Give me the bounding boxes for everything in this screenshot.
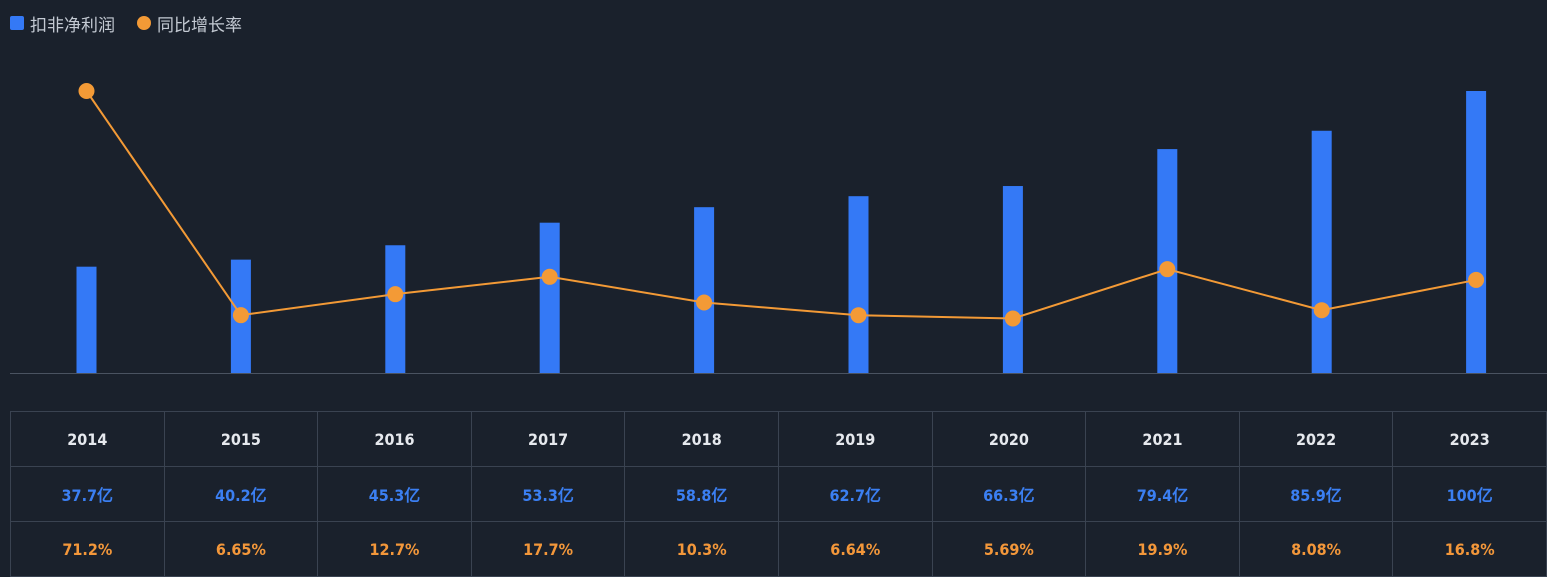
year-row: 2014 2015 2016 2017 2018 2019 2020 2021 2022 2023 bbox=[10, 411, 1547, 467]
growth-rate-cell-2015: 6.65% bbox=[163, 521, 319, 577]
growth-rate-cell-2018: 10.3% bbox=[624, 521, 779, 577]
bar-2023[interactable] bbox=[1466, 91, 1487, 373]
growth-rate-row: 71.2% 6.65% 12.7% 17.7% 10.3% 6.64% 5.69% 19.9%… bbox=[10, 521, 1547, 577]
net-profit-cell-2017: 53.3亿 bbox=[470, 466, 626, 522]
growth-point-2020[interactable] bbox=[1004, 310, 1021, 327]
growth-point-2016[interactable] bbox=[387, 286, 404, 303]
year-cell-2019: 2019 bbox=[777, 411, 933, 467]
bar-2020[interactable] bbox=[1002, 186, 1023, 373]
net-profit-row: 37.7亿 40.2亿 45.3亿 53.3亿 58.8亿 62.7亿 66.3亿 79.4亿… bbox=[10, 466, 1547, 522]
chart-area bbox=[10, 83, 1547, 374]
net-profit-cell-2014: 37.7亿 bbox=[10, 466, 165, 522]
year-cell-2022: 2022 bbox=[1238, 411, 1394, 467]
data-table: 2014 2015 2016 2017 2018 2019 2020 2021 2022 2023… bbox=[10, 411, 1547, 577]
growth-rate-line bbox=[85, 90, 1477, 320]
growth-rate-cell-2023: 16.8% bbox=[1392, 521, 1547, 577]
legend-bar-swatch-icon bbox=[10, 16, 24, 30]
net-profit-cell-2018: 58.8亿 bbox=[624, 466, 779, 522]
legend-item-net-profit[interactable]: 扣非净利润 bbox=[10, 11, 115, 36]
legend-dot-swatch-icon bbox=[137, 16, 151, 30]
growth-rate-cell-2019: 6.64% bbox=[777, 521, 933, 577]
growth-point-2018[interactable] bbox=[696, 294, 713, 311]
growth-point-2023[interactable] bbox=[1468, 271, 1485, 288]
bar-2017[interactable] bbox=[539, 222, 560, 373]
year-cell-2023: 2023 bbox=[1392, 411, 1547, 467]
growth-rate-points bbox=[78, 83, 1485, 327]
net-profit-cell-2019: 62.7亿 bbox=[777, 466, 933, 522]
net-profit-cell-2023: 100亿 bbox=[1392, 466, 1547, 522]
growth-point-2022[interactable] bbox=[1313, 302, 1330, 319]
legend-item-growth-rate[interactable]: 同比增长率 bbox=[137, 11, 242, 36]
growth-point-2021[interactable] bbox=[1159, 261, 1176, 278]
net-profit-cell-2022: 85.9亿 bbox=[1238, 466, 1394, 522]
growth-rate-cell-2016: 12.7% bbox=[317, 521, 472, 577]
bar-2022[interactable] bbox=[1311, 130, 1332, 373]
net-profit-cell-2015: 40.2亿 bbox=[163, 466, 319, 522]
growth-rate-cell-2020: 5.69% bbox=[931, 521, 1087, 577]
bar-series bbox=[76, 91, 1487, 373]
year-cell-2015: 2015 bbox=[163, 411, 319, 467]
growth-point-2017[interactable] bbox=[541, 268, 558, 285]
bar-2018[interactable] bbox=[694, 207, 715, 373]
net-profit-cell-2016: 45.3亿 bbox=[317, 466, 472, 522]
growth-rate-cell-2017: 17.7% bbox=[470, 521, 626, 577]
net-profit-cell-2020: 66.3亿 bbox=[931, 466, 1087, 522]
growth-point-2015[interactable] bbox=[232, 307, 249, 324]
growth-point-2014[interactable] bbox=[78, 83, 95, 99]
year-cell-2014: 2014 bbox=[10, 411, 165, 467]
growth-rate-cell-2021: 19.9% bbox=[1085, 521, 1240, 577]
legend-label-growth-rate: 同比增长率 bbox=[157, 15, 242, 36]
net-profit-cell-2021: 79.4亿 bbox=[1085, 466, 1240, 522]
bar-2021[interactable] bbox=[1157, 149, 1178, 373]
legend: 扣非净利润 同比增长率 bbox=[10, 11, 264, 36]
bar-2016[interactable] bbox=[385, 245, 406, 373]
growth-rate-cell-2014: 71.2% bbox=[10, 521, 165, 577]
year-cell-2020: 2020 bbox=[931, 411, 1087, 467]
year-cell-2016: 2016 bbox=[317, 411, 472, 467]
legend-label-net-profit: 扣非净利润 bbox=[30, 15, 115, 36]
year-cell-2017: 2017 bbox=[470, 411, 626, 467]
growth-rate-cell-2022: 8.08% bbox=[1238, 521, 1394, 577]
bar-2014[interactable] bbox=[76, 266, 97, 373]
year-cell-2018: 2018 bbox=[624, 411, 779, 467]
bar-2019[interactable] bbox=[848, 196, 869, 373]
growth-point-2019[interactable] bbox=[850, 307, 867, 324]
year-cell-2021: 2021 bbox=[1085, 411, 1240, 467]
